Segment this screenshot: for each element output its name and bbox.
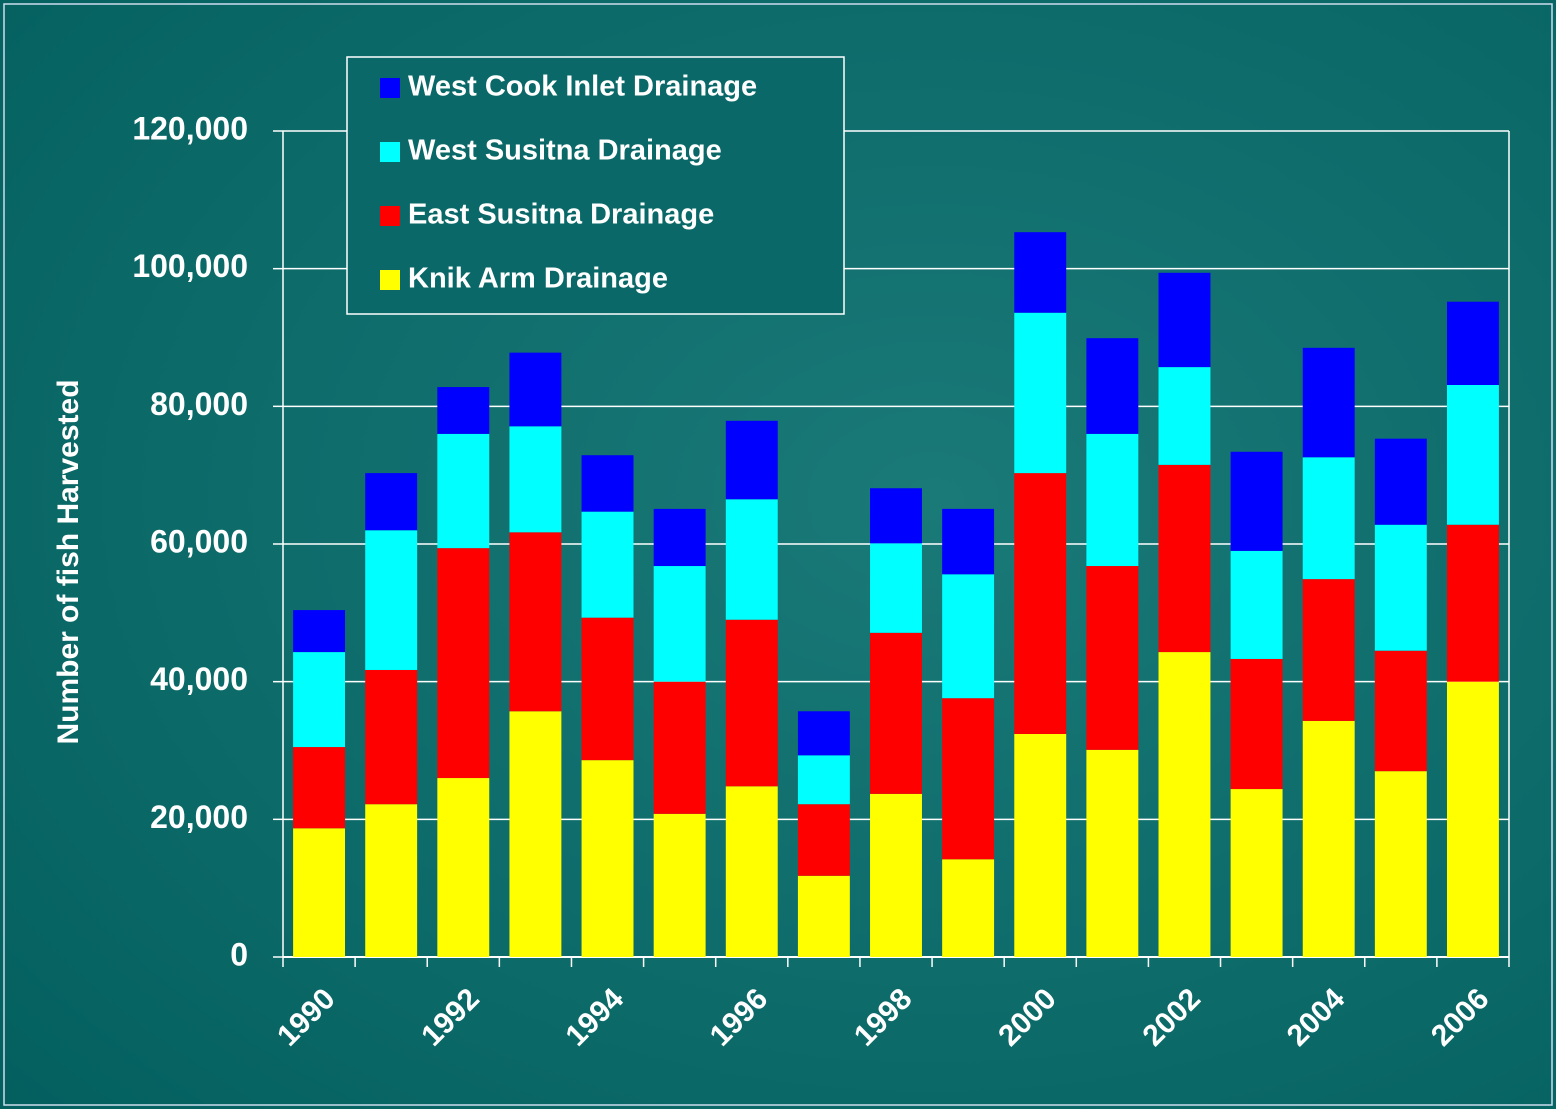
y-tick-label: 60,000 [150, 523, 248, 559]
legend-label: Knik Arm Drainage [408, 263, 668, 295]
bar-segment [437, 778, 490, 957]
y-tick-label: 100,000 [132, 248, 248, 284]
y-tick-label: 80,000 [150, 386, 248, 422]
bar-segment [653, 813, 706, 957]
bar-segment [870, 632, 922, 794]
bar-segment [365, 530, 418, 670]
bar-segment [1158, 272, 1211, 368]
legend-label: East Susitna Drainage [408, 199, 714, 231]
bar-segment [1230, 451, 1283, 551]
legend-swatch [380, 78, 400, 98]
legend-label: West Cook Inlet Drainage [408, 71, 757, 103]
bar-segment [797, 875, 850, 957]
bar-segment [870, 793, 922, 957]
bar-segment [1086, 433, 1139, 567]
bar-segment [725, 619, 778, 787]
bar-segment [293, 610, 346, 653]
bar-segment [1302, 579, 1355, 721]
bar-segment [1446, 681, 1499, 957]
bar-segment [942, 859, 995, 957]
bar-segment [1014, 232, 1067, 313]
bar-segment [509, 426, 562, 533]
bar-segment [1374, 524, 1427, 651]
y-tick-label: 20,000 [150, 799, 248, 835]
bar-segment [581, 617, 634, 761]
bar-segment [942, 508, 995, 575]
bar-segment [509, 352, 562, 427]
legend-swatch [380, 142, 400, 162]
bar-segment [1446, 524, 1499, 682]
bar-segment [1158, 652, 1211, 957]
bar-segment [1086, 749, 1139, 957]
bar-segment [725, 420, 778, 500]
y-tick-label: 0 [230, 936, 248, 972]
bar-segment [1302, 457, 1355, 580]
bar-segment [1230, 789, 1283, 957]
bar-segment [365, 473, 418, 531]
bar-segment [797, 804, 850, 876]
bar-segment [1374, 438, 1427, 525]
y-tick-label: 120,000 [132, 110, 248, 146]
bar-segment [1014, 733, 1067, 957]
legend-label: West Susitna Drainage [408, 135, 722, 167]
bar-segment [1374, 650, 1427, 772]
bar-segment [1158, 464, 1211, 653]
bar-segment [942, 574, 995, 699]
bar-segment [1086, 338, 1139, 434]
bar-segment [797, 711, 850, 756]
bar-segment [653, 566, 706, 682]
bar-segment [1302, 347, 1355, 458]
bar-segment [581, 455, 634, 512]
bar-segment [293, 652, 346, 748]
bar-segment [1230, 550, 1283, 659]
bar-segment [1014, 312, 1067, 474]
y-axis-label: Number of fish Harvested [52, 379, 85, 744]
bar-segment [1014, 473, 1067, 734]
bar-segment [797, 755, 850, 805]
bar-segment [1446, 301, 1499, 385]
bar-segment [725, 786, 778, 957]
bar-segment [1374, 771, 1427, 957]
bar-segment [365, 804, 418, 957]
bar-segment [509, 532, 562, 712]
legend-swatch [380, 270, 400, 290]
bar-segment [293, 828, 346, 957]
bar-segment [365, 669, 418, 805]
bar-segment [1158, 367, 1211, 465]
bar-segment [437, 433, 490, 549]
bar-segment [653, 508, 706, 567]
bar-segment [1086, 566, 1139, 750]
bar-segment [581, 760, 634, 957]
frame [3, 3, 1553, 1106]
bar-segment [1230, 658, 1283, 790]
bar-segment [653, 681, 706, 814]
bar-segment [293, 747, 346, 829]
bar-segment [725, 499, 778, 620]
bar-segment [942, 698, 995, 860]
legend-swatch [380, 206, 400, 226]
bar-segment [1302, 720, 1355, 957]
bar-segment [870, 488, 922, 544]
bar-segment [581, 511, 634, 618]
bar-segment [1446, 384, 1499, 525]
bar-segment [437, 387, 490, 434]
y-tick-label: 40,000 [150, 661, 248, 697]
legend-box [346, 56, 845, 315]
bar-segment [870, 543, 922, 633]
bar-segment [509, 711, 562, 957]
bar-segment [437, 548, 490, 779]
